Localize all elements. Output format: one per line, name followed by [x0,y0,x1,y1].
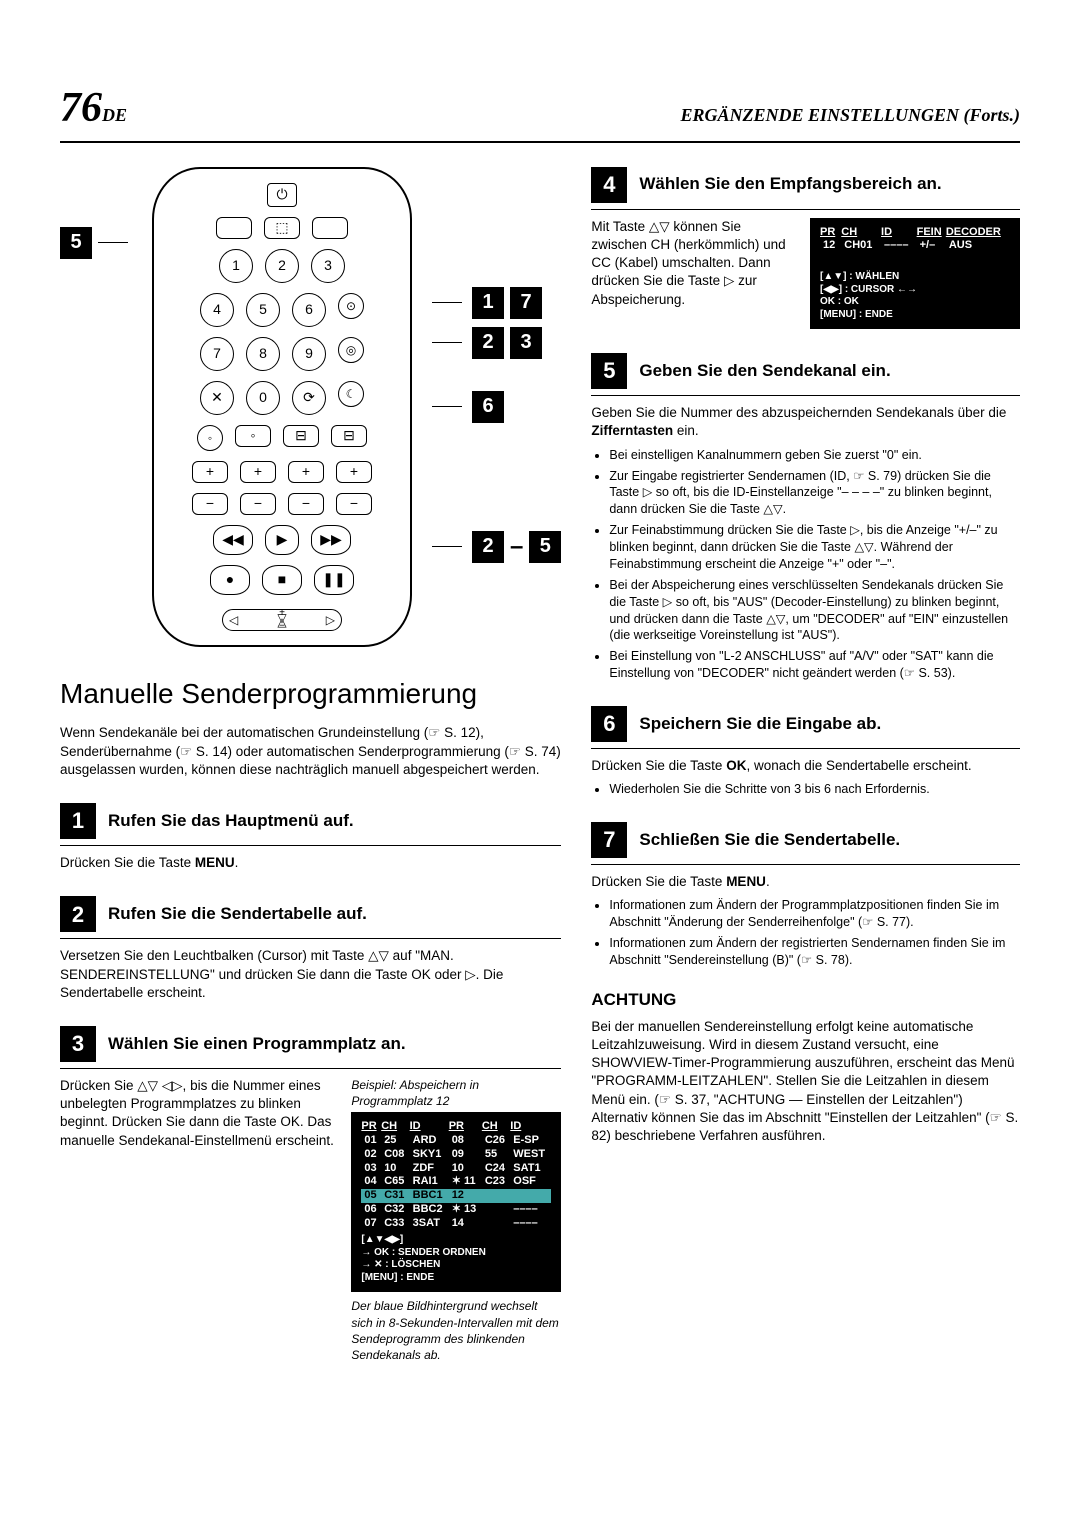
step-title: Geben Sie den Sendekanal ein. [639,360,890,383]
step-num: 3 [60,1026,96,1062]
ff-btn: ▶▶ [311,525,351,555]
osd-channel-table: PRCHIDPRCHID 0125ARD08C26E-SP02C08SKY109… [351,1112,561,1292]
digit-0: 0 [246,381,280,415]
rew-btn: ◀◀ [213,525,253,555]
page-lang: DE [102,105,127,125]
remote-outline: ⏻ ⬚ 123 456⊙ 789◎ ✕0⟳☾ ◦◦⊟⊟ ++++ −−−− ◀◀… [152,167,412,647]
callout-3: 3 [510,327,542,359]
power-icon: ⏻ [267,183,297,207]
digit-9: 9 [292,337,326,371]
callout-1: 1 [472,287,504,319]
remote-btn: ⟳ [292,381,326,415]
plus-btn: + [336,461,372,483]
step-num: 6 [591,706,627,742]
step-body: Mit Taste △▽ können Sie zwischen CH (her… [591,218,798,324]
remote-btn: ⊟ [331,425,367,447]
remote-btn [312,217,348,239]
callout-2: 2 [472,327,504,359]
step-body: Drücken Sie die Taste OK, wonach die Sen… [591,757,1020,775]
step-7: 7 Schließen Sie die Sendertabelle. Drücke… [591,822,1020,969]
page-header: 76DE ERGÄNZENDE EINSTELLUNGEN (Forts.) [60,80,1020,143]
osd-caption: Beispiel: Abspeichern in Programmplatz 1… [351,1077,561,1109]
attention-body: Bei der manuellen Sendereinstellung erfo… [591,1018,1020,1146]
digit-6: 6 [292,293,326,327]
digit-3: 3 [311,249,345,283]
digit-7: 7 [200,337,234,371]
plus-btn: + [240,461,276,483]
page-number-value: 76 [60,85,102,131]
main-title: Manuelle Senderprogrammierung [60,675,561,713]
cancel-btn: ✕ [200,381,234,415]
stop-btn: ■ [262,565,302,595]
digit-1: 1 [219,249,253,283]
step-num: 4 [591,167,627,203]
step-title: Wählen Sie den Empfangsbereich an. [639,173,941,196]
step-bullets: Informationen zum Ändern der Programmpla… [591,897,1020,969]
remote-btn: ☾ [338,381,364,407]
osd-note: Der blaue Bildhintergrund wechselt sich … [351,1298,561,1363]
step-2: 2 Rufen Sie die Sendertabelle auf. Verset… [60,896,561,1002]
ok-icon: +− [279,606,285,633]
minus-btn: − [192,493,228,515]
step-bullets: Bei einstelligen Kanalnummern geben Sie … [591,447,1020,682]
step-6: 6 Speichern Sie die Eingabe ab. Drücken S… [591,706,1020,798]
callout-7: 7 [510,287,542,319]
step-num: 7 [591,822,627,858]
remote-diagram: 5 ⏻ ⬚ 123 456⊙ 789◎ ✕0⟳☾ ◦◦⊟⊟ ++++ −−−− … [60,167,561,647]
digit-5: 5 [246,293,280,327]
step-3: 3 Wählen Sie einen Programmplatz an. Drüc… [60,1026,561,1363]
play-btn: ▶ [265,525,299,555]
plus-btn: + [288,461,324,483]
callout-2b: 2 [472,531,504,563]
remote-btn [216,217,252,239]
attention-title: ACHTUNG [591,989,1020,1012]
step-bullets: Wiederholen Sie die Schritte von 3 bis 6… [591,781,1020,798]
remote-btn: ◦ [235,425,271,447]
step-body: Geben Sie die Nummer des abzuspeichernde… [591,404,1020,440]
step-title: Rufen Sie das Hauptmenü auf. [108,810,354,833]
attention-box: ACHTUNG Bei der manuellen Sendereinstell… [591,989,1020,1145]
step-1: 1 Rufen Sie das Hauptmenü auf. Drücken Si… [60,803,561,872]
callout-5: 5 [60,227,92,259]
step-title: Schließen Sie die Sendertabelle. [639,829,900,852]
dpad: △ ▽ ◁ ▷ +− [222,609,342,631]
minus-btn: − [240,493,276,515]
remote-btn: ⬚ [264,217,300,239]
remote-btn: ⊟ [283,425,319,447]
callout-6: 6 [472,391,504,423]
remote-side-btn: ⊙ [338,293,364,319]
plus-btn: + [192,461,228,483]
step-body: Drücken Sie △▽ ◁▷, bis die Nummer eines … [60,1077,337,1150]
step-num: 1 [60,803,96,839]
digit-2: 2 [265,249,299,283]
step-body: Drücken Sie die Taste MENU. [60,854,561,872]
step-title: Rufen Sie die Sendertabelle auf. [108,903,367,926]
step-5: 5 Geben Sie den Sendekanal ein. Geben Sie… [591,353,1020,682]
step-body: Drücken Sie die Taste MENU. [591,873,1020,891]
minus-btn: − [288,493,324,515]
section-label: ERGÄNZENDE EINSTELLUNGEN (Forts.) [680,103,1020,127]
dash: – [510,531,523,563]
step-body: Versetzen Sie den Leuchtbalken (Cursor) … [60,947,561,1002]
rec-btn: ● [210,565,250,595]
step-4: 4 Wählen Sie den Empfangsbereich an. Mit … [591,167,1020,330]
step-num: 5 [591,353,627,389]
remote-btn: ◦ [197,425,223,451]
minus-btn: − [336,493,372,515]
step-title: Wählen Sie einen Programmplatz an. [108,1033,406,1056]
right-icon: ▷ [326,612,335,628]
pause-btn: ❚❚ [314,565,354,595]
osd-channel-detail: PRCHIDFEINDECODER12CH01––––+/–AUS [▲▼] :… [810,218,1020,330]
remote-side-btn: ◎ [338,337,364,363]
digit-8: 8 [246,337,280,371]
step-num: 2 [60,896,96,932]
intro-text: Wenn Sendekanäle bei der automatischen G… [60,724,561,779]
left-icon: ◁ [229,612,238,628]
step-title: Speichern Sie die Eingabe ab. [639,713,881,736]
digit-4: 4 [200,293,234,327]
callout-5b: 5 [529,531,561,563]
page-number: 76DE [60,80,127,137]
